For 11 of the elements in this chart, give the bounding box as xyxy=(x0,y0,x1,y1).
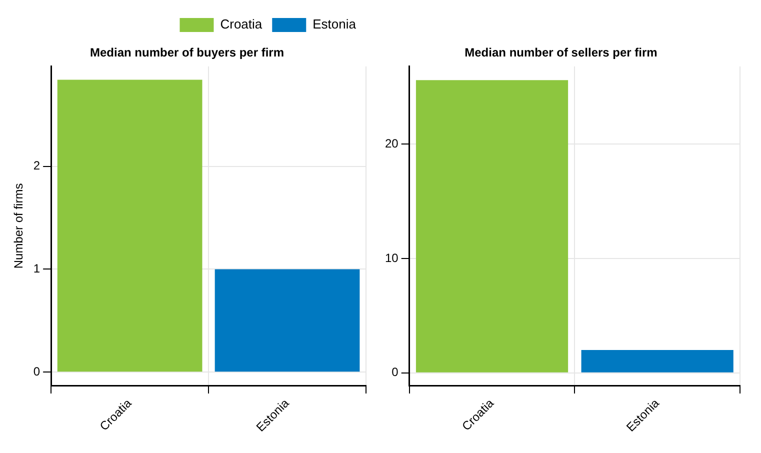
y-tick-label: 0 xyxy=(33,364,40,378)
y-tick-label: 10 xyxy=(384,250,399,265)
y-tick-label: 20 xyxy=(384,136,399,150)
legend-label: Estonia xyxy=(312,16,357,32)
chart-title: Median number of buyers per firm xyxy=(90,46,284,60)
chart-title: Median number of sellers per firm xyxy=(464,46,658,60)
y-tick-label: 0 xyxy=(392,365,399,380)
legend-label: Croatia xyxy=(220,16,263,32)
y-tick-label: 2 xyxy=(33,158,40,173)
y-tick-label: 1 xyxy=(33,262,40,276)
y-axis-title: Number of firms xyxy=(12,183,26,269)
